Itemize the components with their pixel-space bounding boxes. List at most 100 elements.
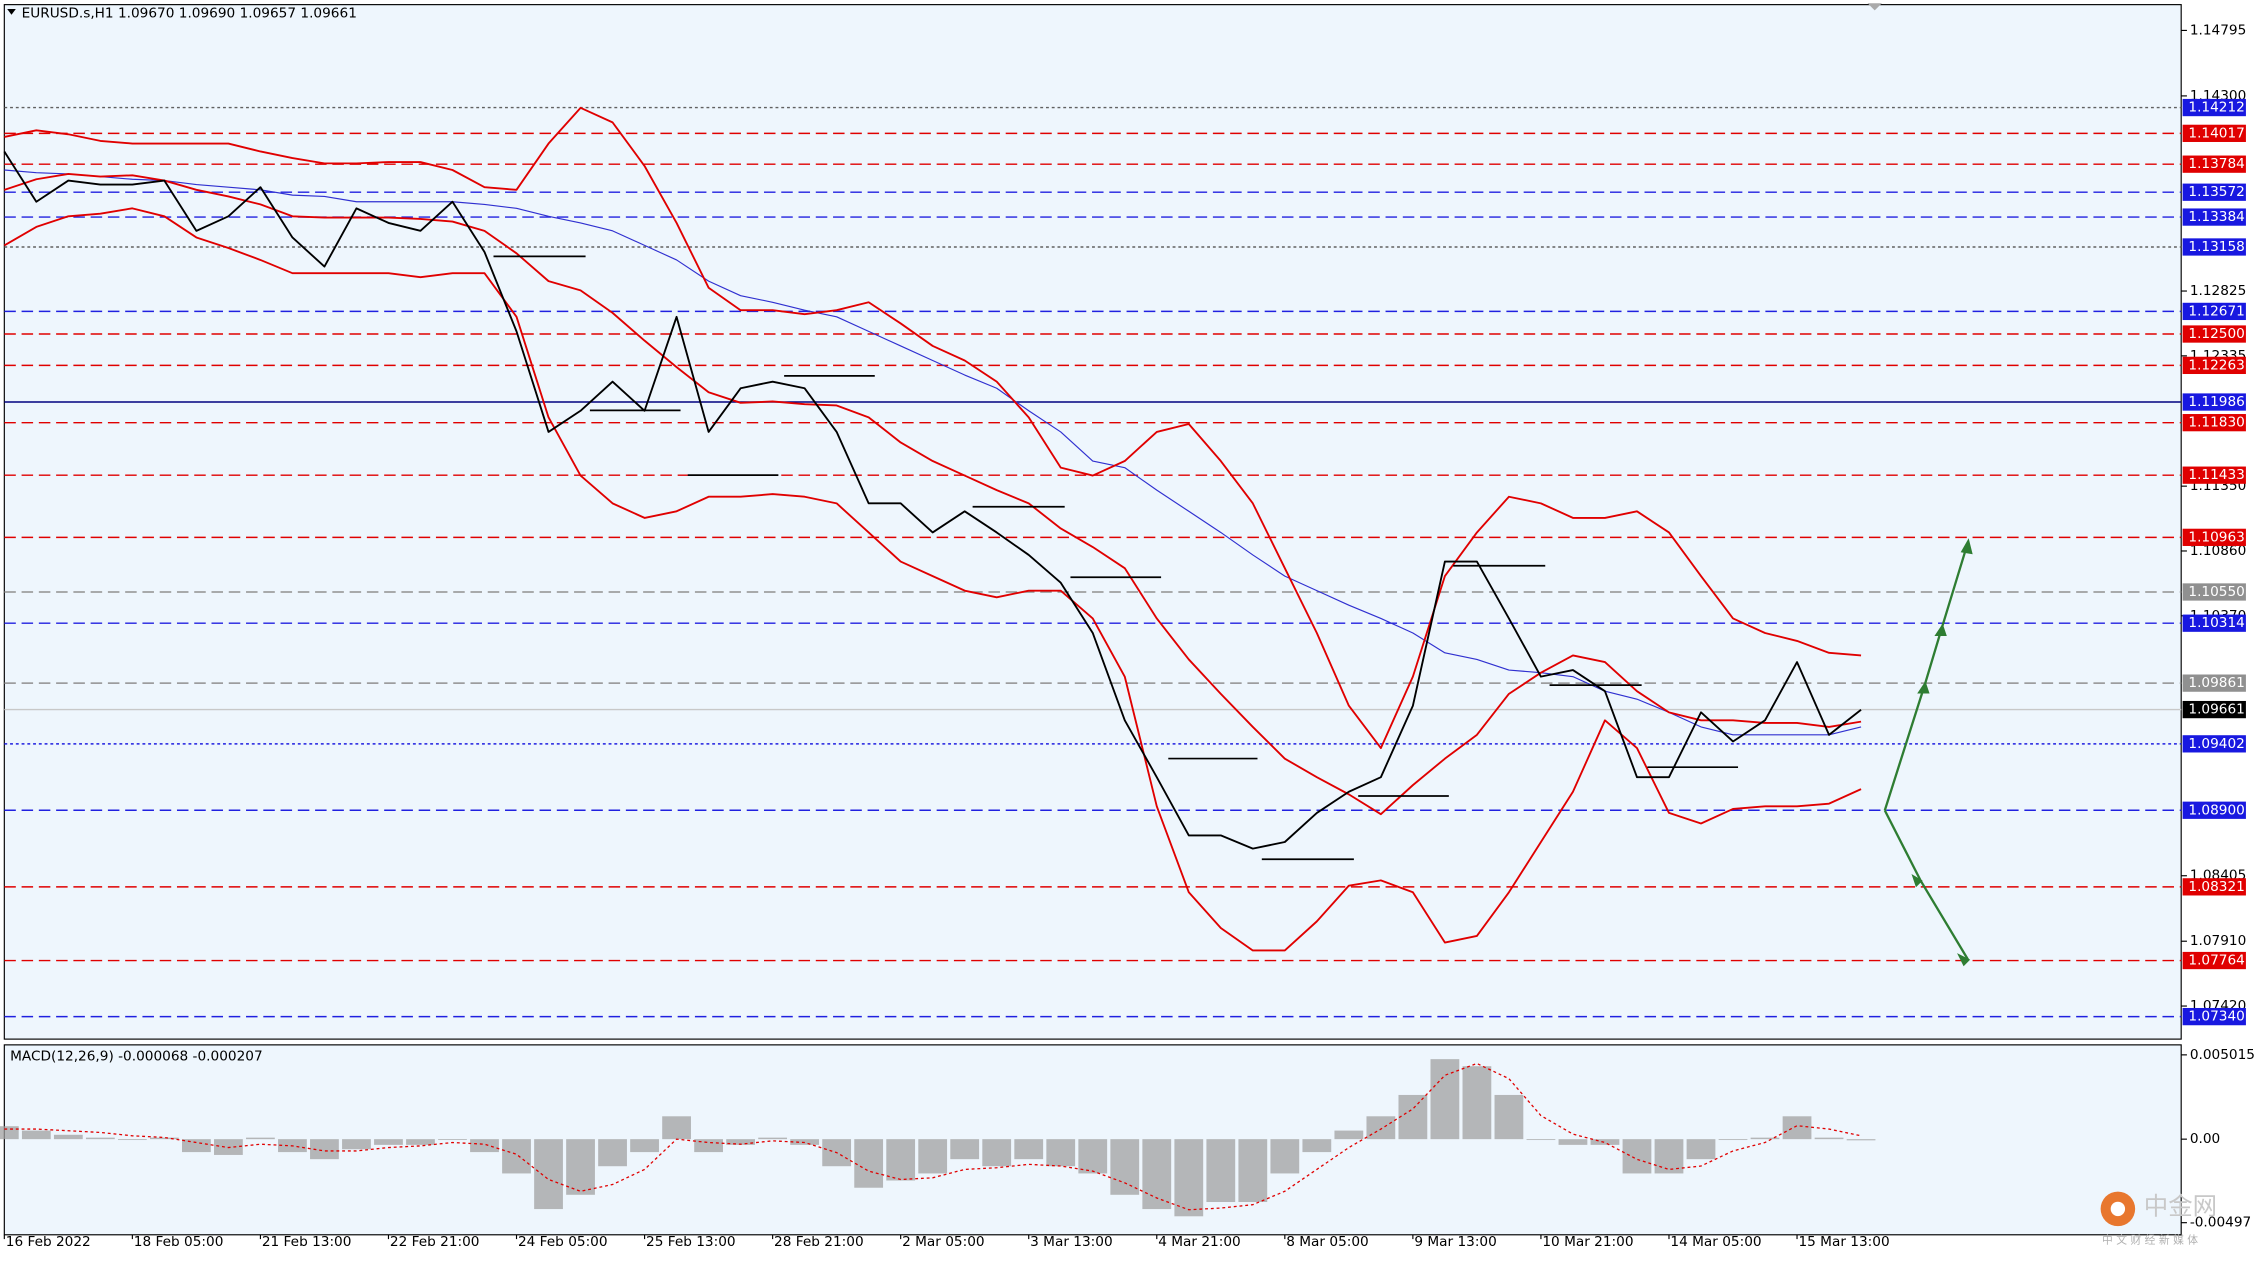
x-tick-label: 14 Mar 05:00 bbox=[1670, 1234, 1761, 1250]
level-label-box bbox=[2182, 124, 2246, 142]
macd-bar bbox=[502, 1139, 531, 1174]
bollinger-band-line bbox=[4, 173, 1862, 816]
x-tick-label: 15 Mar 13:00 bbox=[1798, 1234, 1889, 1250]
level-label-box bbox=[2182, 528, 2246, 546]
level-label: 1.14212 bbox=[2188, 100, 2244, 116]
y-tick-label: 1.10860 bbox=[2190, 543, 2246, 559]
pivot-segments bbox=[493, 255, 1739, 861]
level-label: 1.12671 bbox=[2188, 303, 2244, 319]
macd-bar bbox=[854, 1139, 884, 1188]
bollinger-band-line bbox=[3, 207, 1862, 952]
macd-bar bbox=[1590, 1139, 1620, 1145]
level-label-box bbox=[2182, 878, 2246, 896]
level-label-box bbox=[2182, 583, 2246, 601]
x-tick-label: 3 Mar 13:00 bbox=[1030, 1234, 1113, 1250]
macd-bar bbox=[182, 1139, 211, 1153]
macd-bar bbox=[1046, 1139, 1076, 1167]
macd-bar bbox=[1654, 1139, 1684, 1174]
level-label: 1.13572 bbox=[2188, 184, 2244, 200]
x-tick-label: 10 Mar 21:00 bbox=[1542, 1234, 1633, 1250]
main-panel bbox=[3, 4, 2182, 1040]
x-tick-label: 9 Mar 13:00 bbox=[1414, 1234, 1497, 1250]
x-tick-label: 4 Mar 21:00 bbox=[1158, 1234, 1241, 1250]
macd-bar bbox=[886, 1139, 916, 1181]
level-label-box bbox=[2182, 614, 2246, 632]
macd-bar bbox=[598, 1139, 627, 1167]
macd-bar bbox=[117, 1139, 147, 1141]
x-tick-label: 18 Feb 05:00 bbox=[134, 1234, 224, 1250]
macd-bar bbox=[1270, 1139, 1300, 1174]
macd-bar bbox=[1462, 1066, 1492, 1140]
level-label-box bbox=[2182, 801, 2246, 819]
macd-bar bbox=[1398, 1094, 1428, 1140]
arrow-up-heads bbox=[1917, 538, 1973, 694]
level-label: 1.11986 bbox=[2188, 394, 2244, 410]
macd-bar bbox=[149, 1137, 179, 1140]
level-label: 1.11433 bbox=[2188, 467, 2244, 483]
arrow-up-path bbox=[1883, 540, 1970, 811]
macd-bar bbox=[1078, 1139, 1108, 1174]
macd-bar bbox=[1334, 1130, 1364, 1140]
level-label-box bbox=[2182, 466, 2246, 484]
y-tick-label: 1.12825 bbox=[2190, 283, 2246, 299]
level-label-box bbox=[2182, 208, 2246, 226]
level-label: 1.11830 bbox=[2188, 415, 2244, 431]
macd-bar bbox=[1686, 1139, 1716, 1160]
x-tick-label: 2 Mar 05:00 bbox=[902, 1234, 985, 1250]
x-tick-label: 16 Feb 2022 bbox=[6, 1234, 91, 1250]
level-label: 1.13784 bbox=[2188, 156, 2244, 172]
level-label: 1.13384 bbox=[2188, 209, 2244, 225]
level-label-box bbox=[2182, 325, 2246, 343]
level-label-box bbox=[2182, 674, 2246, 692]
level-label-box bbox=[2182, 735, 2246, 753]
macd-bar bbox=[1526, 1139, 1556, 1141]
macd-bar bbox=[566, 1139, 595, 1195]
watermark-logo: 中金网 bbox=[2144, 1191, 2217, 1220]
macd-bar bbox=[53, 1134, 83, 1140]
macd-bar bbox=[310, 1139, 339, 1160]
y-tick-label: 1.14795 bbox=[2190, 22, 2246, 38]
macd-y-tick-label: 0.005015 bbox=[2190, 1047, 2255, 1063]
macd-bar bbox=[1174, 1139, 1204, 1217]
macd-bar bbox=[630, 1139, 659, 1153]
macd-bar bbox=[438, 1139, 467, 1141]
level-label-box bbox=[2182, 356, 2246, 375]
macd-bar bbox=[21, 1130, 51, 1140]
macd-bar bbox=[1238, 1139, 1268, 1203]
macd-bar bbox=[1206, 1139, 1236, 1203]
level-label-box bbox=[2182, 183, 2246, 201]
macd-bar bbox=[1558, 1139, 1588, 1145]
level-label-box bbox=[2182, 414, 2246, 432]
level-label: 1.07340 bbox=[2188, 1009, 2244, 1025]
macd-bar bbox=[1110, 1139, 1140, 1195]
level-label-box bbox=[2182, 393, 2246, 411]
macd-bar bbox=[918, 1139, 948, 1174]
watermark-slogan: 中 文 财 经 新 媒 体 bbox=[2102, 1234, 2198, 1247]
level-label: 1.14017 bbox=[2188, 125, 2244, 141]
macd-bar bbox=[374, 1139, 403, 1145]
x-tick-label: 25 Feb 13:00 bbox=[646, 1234, 736, 1250]
shift-marker bbox=[1867, 3, 1882, 11]
macd-bar bbox=[1750, 1137, 1780, 1140]
macd-y-tick-label: -0.00497 bbox=[2190, 1215, 2251, 1231]
macd-bar bbox=[1366, 1116, 1396, 1140]
x-tick-label: 22 Feb 21:00 bbox=[390, 1234, 480, 1250]
macd-title: MACD(12,26,9) -0.000068 -0.000207 bbox=[10, 1048, 263, 1064]
level-label-box bbox=[2182, 302, 2246, 321]
macd-bar bbox=[470, 1139, 499, 1153]
macd-bar bbox=[1494, 1094, 1524, 1140]
level-label: 1.08321 bbox=[2188, 879, 2244, 895]
level-label: 1.10963 bbox=[2188, 529, 2244, 545]
macd-bar bbox=[694, 1139, 723, 1153]
macd-bar bbox=[662, 1116, 691, 1140]
level-label: 1.13158 bbox=[2188, 239, 2244, 255]
level-label: 1.09661 bbox=[2188, 702, 2244, 718]
macd-bar bbox=[0, 1126, 19, 1140]
macd-bar bbox=[1782, 1116, 1812, 1140]
level-label: 1.10314 bbox=[2188, 615, 2244, 631]
macd-y-tick-label: 0.00 bbox=[2190, 1131, 2220, 1147]
macd-signal-line bbox=[4, 1062, 1862, 1211]
level-label: 1.09861 bbox=[2188, 675, 2244, 691]
level-label: 1.10550 bbox=[2188, 584, 2244, 600]
